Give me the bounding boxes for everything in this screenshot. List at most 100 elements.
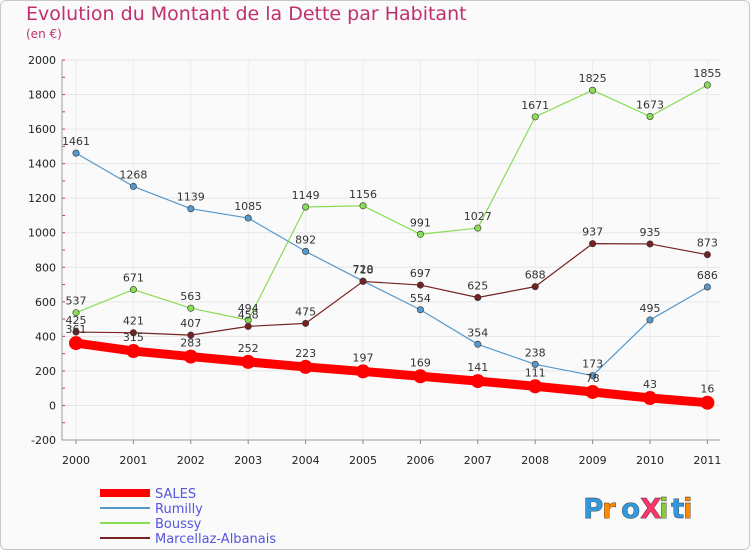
data-point (302, 203, 310, 211)
data-point (646, 240, 654, 248)
y-tick-label: 1000 (28, 227, 56, 240)
x-tick-label: 2010 (636, 454, 664, 467)
data-point (129, 329, 137, 337)
data-point (241, 354, 256, 369)
logo-letter: r (602, 492, 616, 525)
plot-area (62, 60, 720, 440)
chart-subtitle: (en €) (26, 27, 62, 41)
data-label: 1673 (636, 98, 664, 111)
data-point (126, 344, 141, 359)
y-tick-label: 1400 (28, 158, 56, 171)
series-line-boussy (75, 84, 709, 321)
data-point (129, 286, 137, 294)
x-tick-label: 2009 (579, 454, 607, 467)
y-tick-label: 800 (35, 261, 56, 274)
data-label: 238 (525, 346, 546, 359)
data-point (700, 395, 715, 410)
x-tick-label: 2004 (292, 454, 320, 467)
y-tick-label: 1200 (28, 192, 56, 205)
data-label: 354 (467, 326, 488, 339)
data-point (413, 369, 428, 384)
data-point (416, 281, 424, 289)
data-point (531, 113, 539, 121)
x-tick-label: 2000 (62, 454, 90, 467)
data-point (359, 277, 367, 285)
logo-letter: i (683, 492, 693, 525)
data-label: 873 (697, 237, 718, 250)
data-label: 688 (525, 269, 546, 282)
data-label: 425 (66, 314, 87, 327)
data-point (474, 224, 482, 232)
chart-title: Evolution du Montant de la Dette par Hab… (26, 3, 467, 25)
x-tick-label: 2005 (349, 454, 377, 467)
x-tick-label: 2007 (464, 454, 492, 467)
series-line-sales (71, 338, 712, 408)
y-tick-label: 1800 (28, 89, 56, 102)
data-point (703, 81, 711, 89)
data-label: 458 (238, 308, 259, 321)
data-point (646, 112, 654, 120)
data-label: 252 (238, 342, 259, 355)
data-point (72, 149, 80, 157)
data-label: 991 (410, 216, 431, 229)
data-point (302, 319, 310, 327)
data-point (187, 331, 195, 339)
data-label: 495 (640, 302, 661, 315)
data-point (528, 379, 543, 394)
y-tick-label: 1600 (28, 123, 56, 136)
data-point (359, 202, 367, 210)
data-label: 625 (467, 280, 488, 293)
data-point (643, 391, 657, 406)
data-label: 223 (295, 347, 316, 360)
data-point (72, 328, 80, 336)
data-label: 407 (180, 317, 201, 330)
x-tick-label: 2011 (693, 454, 721, 467)
data-label: 1268 (119, 168, 147, 181)
data-label: 141 (467, 361, 488, 374)
data-label: 43 (643, 378, 657, 391)
data-label: 283 (180, 337, 201, 350)
data-point (183, 349, 198, 364)
data-label: 1027 (464, 210, 492, 223)
data-point (703, 283, 711, 291)
legend-label: Boussy (155, 517, 202, 532)
data-point (474, 340, 482, 348)
data-label: 494 (238, 302, 259, 315)
data-label: 315 (123, 331, 144, 344)
data-label: 671 (123, 272, 144, 285)
data-label: 1825 (579, 72, 607, 85)
legend-label: Marcellaz-Albanais (155, 532, 276, 547)
data-point (72, 309, 80, 317)
data-point (474, 293, 482, 301)
legend-label: Rumilly (155, 502, 203, 517)
data-point (589, 240, 597, 248)
data-label: 1149 (292, 189, 320, 202)
data-point (187, 304, 195, 312)
data-label: 421 (123, 315, 144, 328)
data-label: 111 (525, 366, 546, 379)
chart-axes: -200 0 200 400 600 800 1000 1200 1400 1600 1800 200… (28, 54, 721, 467)
logo-letter: i (659, 492, 669, 525)
data-label: 1671 (521, 99, 549, 112)
data-label: 173 (582, 358, 603, 371)
data-label: 197 (353, 351, 374, 364)
data-point (589, 86, 597, 94)
chart-series (69, 81, 715, 410)
chart-data-labels: 1461 1268 1139 1085 892 720 554 354 238 173 495 686… (62, 67, 721, 396)
data-label: 935 (640, 226, 661, 239)
data-label: 1855 (693, 67, 721, 80)
logo-letter: X (640, 492, 662, 525)
y-tick-label: 200 (35, 365, 56, 378)
data-point (69, 336, 83, 351)
data-point (416, 306, 424, 314)
legend-label: SALES (155, 487, 196, 502)
data-point (703, 251, 711, 259)
data-point (129, 182, 137, 190)
data-point (531, 360, 539, 368)
y-tick-label: 400 (35, 330, 56, 343)
logo-letter: t (671, 492, 684, 525)
y-tick-label: 600 (35, 296, 56, 309)
y-tick-label: 0 (49, 399, 56, 412)
data-point (187, 205, 195, 213)
